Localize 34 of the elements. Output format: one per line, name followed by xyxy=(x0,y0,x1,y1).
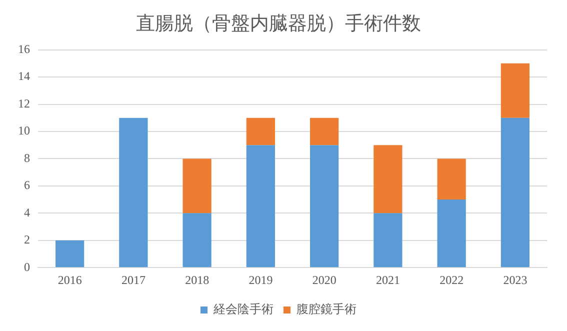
x-tick-label: 2021 xyxy=(376,272,400,287)
bar xyxy=(374,213,402,268)
x-tick-label: 2022 xyxy=(440,272,464,287)
y-tick-label: 2 xyxy=(24,232,30,247)
bar xyxy=(119,118,148,268)
bar xyxy=(246,118,276,146)
bar xyxy=(437,158,466,200)
bar xyxy=(437,200,466,268)
bar xyxy=(55,240,84,268)
x-tick-label: 2020 xyxy=(312,272,336,287)
bar xyxy=(374,145,402,214)
bar xyxy=(310,118,339,146)
bar xyxy=(182,158,212,214)
x-tick-label: 2017 xyxy=(121,272,146,287)
y-tick-label: 4 xyxy=(24,205,30,220)
bar xyxy=(182,213,212,268)
bar xyxy=(500,118,530,268)
y-tick-label: 8 xyxy=(24,150,30,165)
y-tick-label: 10 xyxy=(18,124,30,138)
y-tick-label: 14 xyxy=(18,69,30,84)
y-tick-label: 0 xyxy=(24,260,30,274)
x-tick-label: 2018 xyxy=(185,272,210,287)
legend-label: 経会陰手術 xyxy=(212,302,274,316)
bar xyxy=(246,145,276,268)
x-tick-label: 2019 xyxy=(248,272,273,287)
bar xyxy=(310,145,339,268)
x-tick-label: 2023 xyxy=(503,272,528,287)
legend-label: 腹腔鏡手術 xyxy=(296,302,356,316)
bar xyxy=(500,63,530,118)
y-tick-label: 12 xyxy=(18,96,30,110)
y-tick-label: 16 xyxy=(18,42,30,56)
x-tick-label: 2016 xyxy=(58,272,82,287)
y-tick-label: 6 xyxy=(24,178,30,192)
chart-title: 直腸脱（骨盤内臓器脱）手術件数 xyxy=(136,13,421,34)
